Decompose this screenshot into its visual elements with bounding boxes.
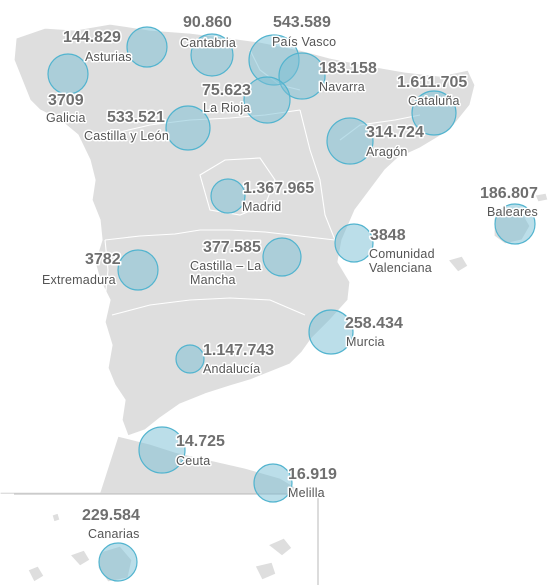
cantabria-bubble <box>190 33 234 77</box>
asturias-bubble <box>126 26 168 68</box>
la-rioja-value: 75.623 <box>202 82 251 99</box>
comunidad-valenciana-name-line2: Valenciana <box>369 261 432 275</box>
navarra-name: Navarra <box>319 80 365 94</box>
madrid-bubble <box>210 178 246 214</box>
la-rioja-name: La Rioja <box>203 101 250 115</box>
baleares-name: Baleares <box>487 205 538 219</box>
castilla-la-mancha-value: 377.585 <box>203 239 261 256</box>
ceuta-name: Ceuta <box>176 454 210 468</box>
aragon-bubble <box>326 117 374 165</box>
canarias-inset <box>0 493 319 585</box>
castilla-leon-bubble <box>165 105 211 151</box>
asturias-name: Asturias <box>85 50 132 64</box>
cataluna-value: 1.611.705 <box>397 74 467 91</box>
galicia-name: Galicia <box>46 111 86 125</box>
navarra-value: 183.158 <box>319 60 377 77</box>
comunidad-valenciana-value: 3848 <box>370 227 406 244</box>
canarias-bubble <box>98 542 138 582</box>
asturias-value: 144.829 <box>63 29 121 46</box>
extremadura-value: 3782 <box>85 251 121 268</box>
castilla-la-mancha-name-line1: Castilla – La <box>190 259 261 273</box>
ceuta-bubble <box>138 426 186 474</box>
andalucia-value: 1.147.743 <box>203 342 274 359</box>
andalucia-name: Andalucía <box>203 362 260 376</box>
cantabria-value: 90.860 <box>183 14 232 31</box>
castilla-leon-name: Castilla y León <box>84 129 169 143</box>
castilla-leon-value: 533.521 <box>107 109 165 126</box>
melilla-name: Melilla <box>288 486 325 500</box>
murcia-value: 258.434 <box>345 315 403 332</box>
canarias-name: Canarias <box>88 527 140 541</box>
bubble-layer <box>47 26 536 582</box>
castilla-la-mancha-bubble <box>262 237 302 277</box>
aragon-value: 314.724 <box>366 124 424 141</box>
extremadura-name: Extremadura <box>42 273 116 287</box>
madrid-value: 1.367.965 <box>243 180 314 197</box>
andalucia-bubble <box>175 344 205 374</box>
la-rioja-bubble <box>243 76 291 124</box>
pais-vasco-value: 543.589 <box>273 14 331 31</box>
murcia-name: Murcia <box>346 335 385 349</box>
comunidad-valenciana-bubble <box>334 223 374 263</box>
canarias-value: 229.584 <box>82 507 140 524</box>
baleares-bubble <box>494 203 536 245</box>
melilla-bubble <box>253 463 293 503</box>
madrid-name: Madrid <box>242 200 281 214</box>
label-layer: 144.829 Asturias 90.860 Cantabria 543.589 Paí… <box>41 13 540 543</box>
cataluna-bubble <box>411 90 457 136</box>
castilla-la-mancha-name-line2: Mancha <box>190 273 236 287</box>
comunidad-valenciana-name-line1: Comunidad <box>369 247 435 261</box>
murcia-bubble <box>308 309 354 355</box>
melilla-value: 16.919 <box>288 466 337 483</box>
pais-vasco-name: País Vasco <box>272 35 336 49</box>
extremadura-bubble <box>117 249 159 291</box>
galicia-bubble <box>47 53 89 95</box>
aragon-name: Aragón <box>366 145 408 159</box>
castilla-la-mancha-name: Castilla – La Mancha <box>190 259 261 287</box>
cataluna-name: Cataluña <box>408 94 460 108</box>
navarra-bubble <box>278 52 326 100</box>
baleares-value: 186.807 <box>480 185 538 202</box>
ceuta-value: 14.725 <box>176 433 225 450</box>
cantabria-name: Cantabria <box>180 36 236 50</box>
galicia-value: 3709 <box>48 92 84 109</box>
comunidad-valenciana-name: Comunidad Valenciana <box>369 247 435 275</box>
